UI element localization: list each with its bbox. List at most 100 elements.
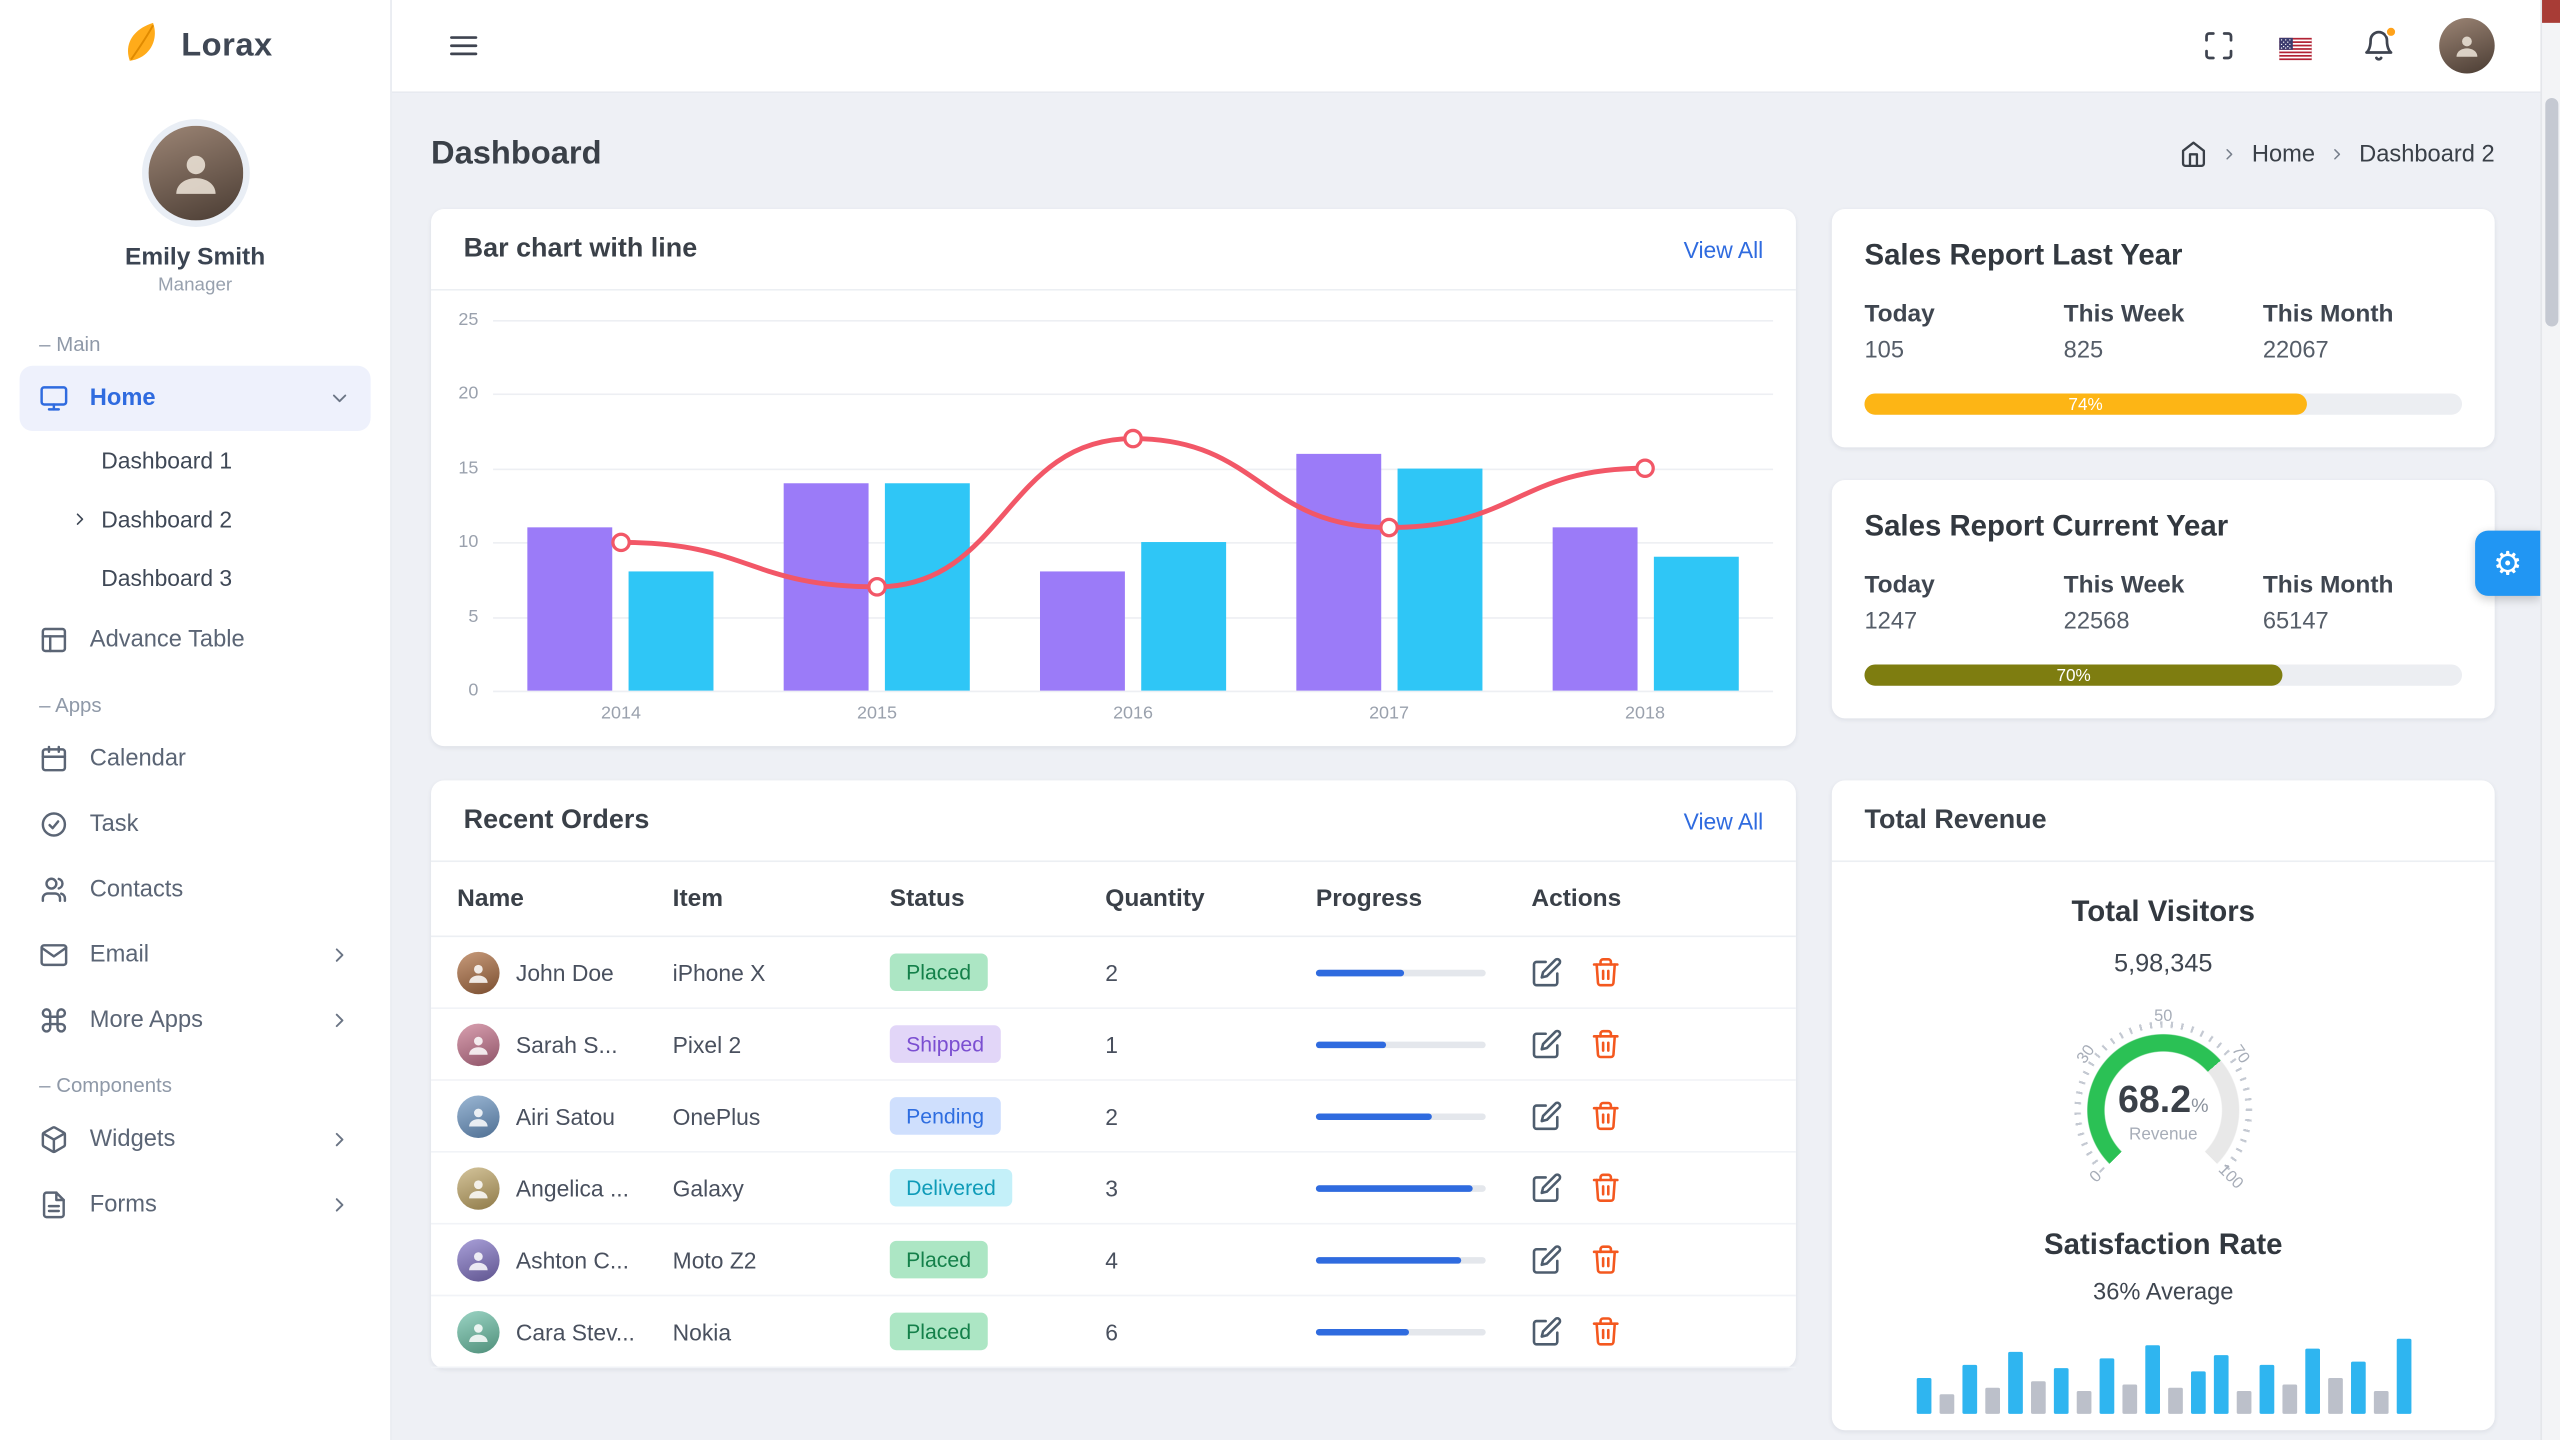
stat-value: 105 <box>1864 338 2063 364</box>
order-quantity: 6 <box>1105 1318 1316 1344</box>
chevron-right-icon <box>70 509 90 529</box>
order-progress <box>1316 1328 1486 1335</box>
sidebar-nav: – Main Home Dashboard 1 Dashboard 2 Dash… <box>0 305 390 1244</box>
command-icon <box>39 1006 68 1035</box>
avatar[interactable] <box>2439 18 2495 74</box>
gauge-label: Revenue <box>2129 1124 2198 1144</box>
delete-icon[interactable] <box>1590 1243 1623 1276</box>
gear-icon[interactable]: ⚙ <box>2475 531 2540 596</box>
sidebar-item-more-apps[interactable]: More Apps <box>20 988 371 1053</box>
sales-report-current-year-card: Sales Report Current Year Today1247 This… <box>1832 480 2495 718</box>
chevron-down-icon <box>328 387 351 410</box>
delete-icon[interactable] <box>1590 1100 1623 1133</box>
sales-report-last-year-card: Sales Report Last Year Today105 This Wee… <box>1832 209 2495 447</box>
order-item: iPhone X <box>673 959 890 985</box>
total-visitors-title: Total Visitors <box>1858 895 2469 929</box>
combo-chart: 0510152025 20142015201620172018 <box>431 291 1796 747</box>
sidebar-item-home[interactable]: Home <box>20 366 371 431</box>
column-header: Actions <box>1531 885 1769 913</box>
sidebar-item-dashboard-2[interactable]: Dashboard 2 <box>20 490 371 549</box>
edit-icon[interactable] <box>1531 1100 1564 1133</box>
sidebar-item-calendar[interactable]: Calendar <box>20 727 371 792</box>
leaf-logo-icon <box>118 18 167 75</box>
edit-icon[interactable] <box>1531 1315 1564 1348</box>
delete-icon[interactable] <box>1590 1028 1623 1061</box>
stat-value: 22568 <box>2064 609 2263 635</box>
order-item: Galaxy <box>673 1175 890 1201</box>
status-badge: Shipped <box>890 1025 1001 1063</box>
order-progress <box>1316 1256 1486 1263</box>
calendar-icon <box>39 744 68 773</box>
breadcrumb: Home Dashboard 2 <box>2180 140 2495 168</box>
revenue-gauge: 68.2% Revenue 0 30 50 70 100 <box>2056 1002 2272 1218</box>
sidebar-item-label: Dashboard 2 <box>101 506 232 532</box>
edit-icon[interactable] <box>1531 1171 1564 1204</box>
sidebar-item-task[interactable]: Task <box>20 792 371 857</box>
sidebar-item-label: Email <box>90 942 149 968</box>
sidebar-item-label: Forms <box>90 1192 157 1218</box>
card-title: Recent Orders <box>464 805 650 836</box>
main-content: Dashboard Home Dashboard 2 Bar chart wit… <box>392 93 2541 1440</box>
sidebar-item-advance-table[interactable]: Advance Table <box>20 607 371 672</box>
bar-chart-card: Bar chart with line View All 0510152025 … <box>431 209 1796 746</box>
column-header: Status <box>890 885 1106 913</box>
sidebar-item-email[interactable]: Email <box>20 922 371 987</box>
fullscreen-icon[interactable] <box>2202 29 2235 62</box>
view-all-link[interactable]: View All <box>1684 807 1764 833</box>
sidebar-item-label: Contacts <box>90 877 183 903</box>
sidebar-item-forms[interactable]: Forms <box>20 1172 371 1237</box>
gauge-tick-label: 50 <box>2154 1008 2172 1026</box>
sidebar-item-widgets[interactable]: Widgets <box>20 1107 371 1172</box>
view-all-link[interactable]: View All <box>1684 236 1764 262</box>
package-icon <box>39 1125 68 1154</box>
order-item: Moto Z2 <box>673 1247 890 1273</box>
sidebar-item-label: Home <box>90 385 156 411</box>
stat-label: Today <box>1864 571 2063 599</box>
scrollbar-thumb[interactable] <box>2545 98 2558 327</box>
order-name: Airi Satou <box>516 1103 615 1129</box>
delete-icon[interactable] <box>1590 1315 1623 1348</box>
total-revenue-card: Total Revenue Total Visitors 5,98,345 68… <box>1832 780 2495 1430</box>
sidebar: Lorax Emily Smith Manager – Main Home Da… <box>0 0 392 1440</box>
us-flag-icon[interactable] <box>2279 33 2318 59</box>
sidebar-item-label: Dashboard 3 <box>101 565 232 591</box>
chevron-right-icon <box>2328 145 2346 163</box>
bell-icon[interactable] <box>2362 29 2395 62</box>
edit-icon[interactable] <box>1531 956 1564 989</box>
user-profile: Emily Smith Manager <box>0 93 390 305</box>
stat-label: Today <box>1864 300 2063 328</box>
users-icon <box>39 875 68 904</box>
progress-fill: 74% <box>1864 393 2306 414</box>
satisfaction-title: Satisfaction Rate <box>1858 1228 2469 1262</box>
table-row: Sarah S... Pixel 2 Shipped 1 <box>431 1009 1796 1081</box>
home-submenu: Dashboard 1 Dashboard 2 Dashboard 3 <box>20 431 371 607</box>
sidebar-item-contacts[interactable]: Contacts <box>20 857 371 922</box>
edit-icon[interactable] <box>1531 1243 1564 1276</box>
satisfaction-chart <box>1858 1329 2469 1414</box>
sidebar-item-dashboard-3[interactable]: Dashboard 3 <box>20 549 371 608</box>
home-icon[interactable] <box>2180 140 2208 168</box>
column-header: Progress <box>1316 885 1532 913</box>
table-header: Name Item Status Quantity Progress Actio… <box>431 862 1796 937</box>
avatar <box>457 1238 499 1280</box>
page-scrollbar <box>2540 0 2560 1440</box>
breadcrumb-home-link[interactable]: Home <box>2252 141 2315 167</box>
edit-icon[interactable] <box>1531 1028 1564 1061</box>
nav-section-apps: – Apps <box>20 673 371 727</box>
table-row: Ashton C... Moto Z2 Placed 4 <box>431 1224 1796 1296</box>
sidebar-item-dashboard-1[interactable]: Dashboard 1 <box>20 431 371 490</box>
recent-orders-card: Recent Orders View All Name Item Status … <box>431 780 1796 1368</box>
hamburger-icon[interactable] <box>447 29 480 62</box>
card-title: Sales Report Current Year <box>1864 509 2462 543</box>
stat-label: This Month <box>2263 571 2462 599</box>
status-badge: Placed <box>890 953 988 991</box>
topbar-actions <box>2202 18 2494 74</box>
delete-icon[interactable] <box>1590 1171 1623 1204</box>
order-quantity: 1 <box>1105 1031 1316 1057</box>
delete-icon[interactable] <box>1590 956 1623 989</box>
chevron-right-icon <box>328 1128 351 1151</box>
table-row: Angelica ... Galaxy Delivered 3 <box>431 1153 1796 1225</box>
user-role: Manager <box>0 276 390 296</box>
stat-label: This Week <box>2064 300 2263 328</box>
order-progress <box>1316 969 1486 976</box>
